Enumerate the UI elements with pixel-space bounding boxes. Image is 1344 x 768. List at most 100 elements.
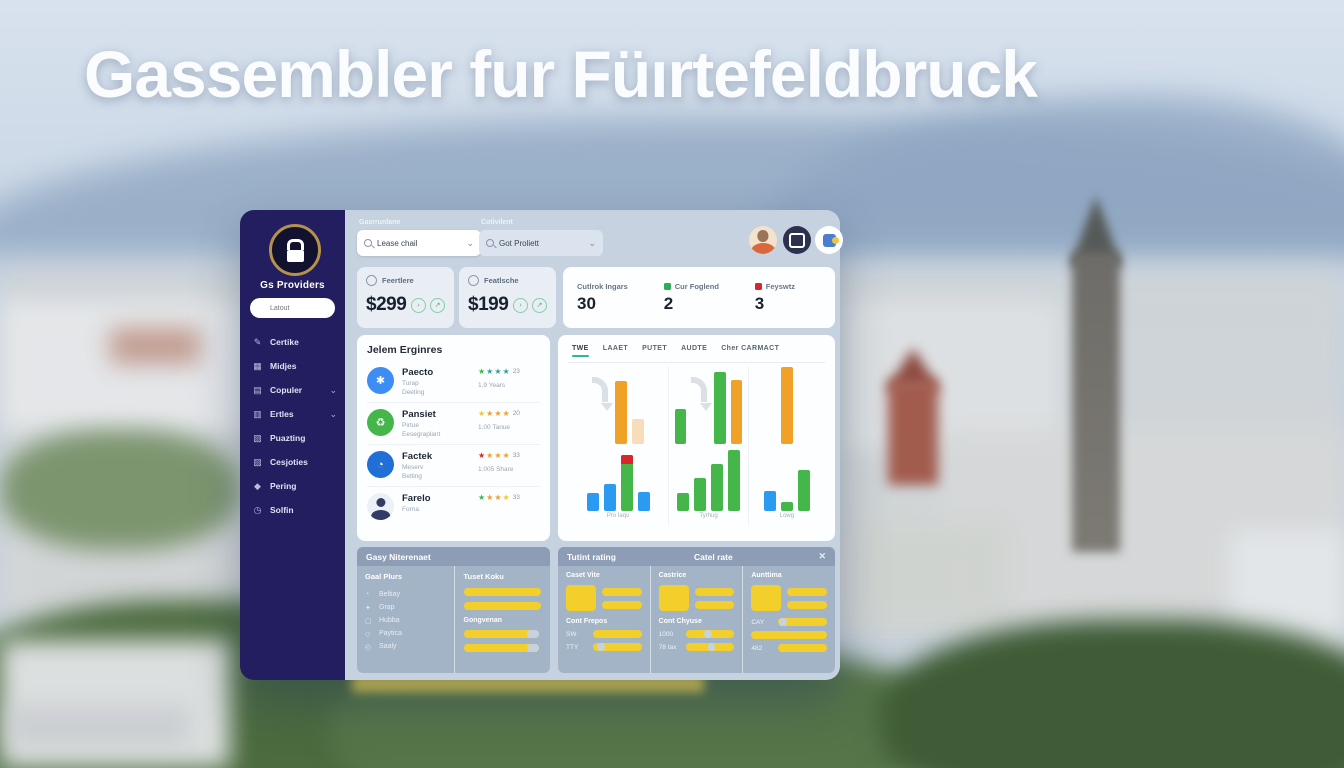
sidebar-item-label: Puazting bbox=[270, 433, 306, 443]
sidebar-item-copuler[interactable]: ▤ Copuler ⌄ bbox=[252, 378, 337, 402]
price-card-2[interactable]: Featlsche $199 › ↗ bbox=[459, 267, 556, 328]
dashboard-panel: Gs Providers ✎ Certike ▦ Midjes ▤ Copuler ⌄ ▥ Er… bbox=[240, 210, 843, 680]
tab-cher-carmact[interactable]: Cher CARMACT bbox=[721, 345, 780, 352]
filter2-select[interactable]: Got Proliett ⌄ bbox=[479, 230, 603, 256]
metric-value: 3 bbox=[754, 293, 765, 313]
star-icon: ★ bbox=[494, 451, 502, 460]
list-bullet-icon: ✦ bbox=[365, 604, 371, 612]
rating-knob[interactable] bbox=[779, 618, 788, 626]
goal-list-item[interactable]: ▢ Hubba bbox=[365, 614, 446, 627]
refresh-icon[interactable]: › bbox=[411, 297, 426, 313]
price-card-1[interactable]: Feertlere $299 › ↗ bbox=[357, 267, 454, 328]
star-icon: ★ bbox=[502, 493, 510, 502]
rating-bar[interactable] bbox=[593, 643, 642, 651]
progress-knob[interactable] bbox=[526, 644, 539, 652]
provider-row[interactable]: ♻ Pansiet Pirtue Eesegraplant ★ ★ ★ ★ 20 1.00 Tan… bbox=[367, 402, 540, 444]
tab-twe[interactable]: TWE bbox=[572, 345, 589, 357]
chart-bar bbox=[603, 484, 616, 512]
rating-bar[interactable] bbox=[778, 618, 828, 626]
progress-knob[interactable] bbox=[526, 630, 539, 638]
rating-stars: ★ ★ ★ ★ 23 bbox=[478, 367, 540, 376]
rating-bar[interactable] bbox=[751, 631, 828, 639]
sidebar-item-solfin[interactable]: ◷ Solfin bbox=[252, 498, 337, 522]
lock-icon bbox=[286, 238, 304, 250]
goal-item-label: Paytica bbox=[379, 630, 402, 637]
trend-arrow-icon bbox=[691, 377, 713, 411]
chart-bar bbox=[728, 449, 741, 512]
star-icon: ★ bbox=[486, 451, 494, 460]
goal-list-item[interactable]: ◔ Beltiay bbox=[365, 588, 446, 601]
rating-group-label: Cont Frepos bbox=[566, 618, 608, 625]
provider-detail: 1.00 Tanue bbox=[478, 424, 511, 431]
sidebar-item-ertles[interactable]: ▥ Ertles ⌄ bbox=[252, 402, 337, 426]
rating-bar[interactable] bbox=[685, 630, 735, 638]
user-avatar[interactable] bbox=[749, 226, 777, 254]
messages-button[interactable] bbox=[783, 226, 811, 254]
progress-bar[interactable] bbox=[463, 630, 539, 638]
goal-sub-label: Gongvenan bbox=[463, 617, 503, 624]
metric-item: Feyswtz 3 bbox=[754, 282, 795, 314]
rating-knob[interactable] bbox=[704, 630, 712, 638]
chart-bar bbox=[780, 501, 793, 512]
close-icon[interactable]: ✕ bbox=[818, 551, 826, 561]
goal-list-item[interactable]: ✦ Grap bbox=[365, 601, 446, 614]
provider-subtitle: Turap bbox=[402, 380, 419, 387]
rating-score: 33 bbox=[512, 494, 520, 501]
provider-name: Paecto bbox=[402, 367, 434, 378]
star-icon: ★ bbox=[478, 409, 486, 418]
progress-bar[interactable] bbox=[463, 644, 539, 652]
filter1-select[interactable]: Lease chail ⌄ bbox=[357, 230, 481, 256]
rating-bar-row bbox=[751, 631, 828, 639]
sidebar-search-input[interactable] bbox=[250, 298, 335, 318]
assistant-button[interactable] bbox=[815, 226, 843, 254]
chart-bar bbox=[694, 477, 707, 512]
provider-row[interactable]: Farelo Forna ★ ★ ★ ★ 33 bbox=[367, 486, 540, 526]
filter1-label: Gasrrunlane bbox=[359, 219, 401, 226]
provider-row[interactable]: ✱ Paecto Turap Deeting ★ ★ ★ ★ 23 1.9 Years bbox=[367, 361, 540, 402]
sidebar-item-certike[interactable]: ✎ Certike bbox=[252, 330, 337, 354]
goal-list-item[interactable]: ◴ Saaly bbox=[365, 640, 446, 653]
star-icon: ★ bbox=[478, 451, 486, 460]
sidebar-item-cesjoties[interactable]: ▨ Cesjoties bbox=[252, 450, 337, 474]
star-icon: ★ bbox=[486, 409, 494, 418]
metrics-card: Cutlrok Ingars 30 Cur Foglend 2 Feyswtz 3 bbox=[563, 267, 835, 328]
goal-item-label: Beltiay bbox=[379, 591, 401, 598]
tab-putet[interactable]: PUTET bbox=[642, 345, 668, 352]
rating-bar[interactable] bbox=[593, 630, 642, 638]
sidebar-item-pering[interactable]: ◆ Pering bbox=[252, 474, 337, 498]
goal-list-item[interactable]: ◇ Paytica bbox=[365, 627, 446, 640]
rating-knob[interactable] bbox=[596, 643, 605, 651]
provider-row[interactable]: ◔ Factek Meserv Betling ★ ★ ★ ★ 33 1.005 Share bbox=[367, 444, 540, 486]
tab-audte[interactable]: AUDTE bbox=[681, 345, 708, 352]
diamond-icon: ◆ bbox=[254, 480, 261, 491]
rating-score: 33 bbox=[512, 452, 520, 459]
rating-bar[interactable] bbox=[685, 643, 735, 651]
rating-score: 23 bbox=[512, 368, 520, 375]
list-bullet-icon: ▢ bbox=[365, 617, 372, 625]
arrow-icon[interactable]: ↗ bbox=[532, 297, 547, 313]
brand-name: Gs Providers bbox=[260, 280, 325, 291]
sidebar-item-puazting[interactable]: ▧ Puazting bbox=[252, 426, 337, 450]
provider-subtitle: Eesegraplant bbox=[402, 431, 441, 438]
rating-bar[interactable] bbox=[778, 644, 828, 652]
filter1-value: Lease chail bbox=[377, 238, 418, 248]
provider-detail: 1.005 Share bbox=[478, 466, 514, 473]
metric-value: 2 bbox=[663, 293, 674, 313]
rating-group-label: Cont Chyuse bbox=[658, 618, 702, 625]
star-icon: ★ bbox=[494, 367, 502, 376]
bot-icon bbox=[822, 233, 839, 247]
pencil-icon: ✎ bbox=[253, 336, 262, 347]
sidebar-item-label: Pering bbox=[270, 481, 297, 491]
sidebar-item-midjes[interactable]: ▦ Midjes bbox=[252, 354, 337, 378]
rating-score: 20 bbox=[512, 410, 520, 417]
rating-knob[interactable] bbox=[707, 643, 716, 651]
arrow-icon[interactable]: ↗ bbox=[430, 297, 445, 313]
list-bullet-icon: ◇ bbox=[365, 630, 371, 638]
metric-item: Cur Foglend 2 bbox=[663, 282, 719, 314]
tab-laaet[interactable]: LAAET bbox=[602, 345, 629, 352]
rating-column: Castrice Cont Chyuse 1000 78 tax bbox=[649, 566, 743, 673]
refresh-icon[interactable]: › bbox=[513, 297, 528, 313]
rating-bar-row: SW bbox=[566, 630, 642, 638]
provider-avatar-icon bbox=[367, 493, 394, 520]
